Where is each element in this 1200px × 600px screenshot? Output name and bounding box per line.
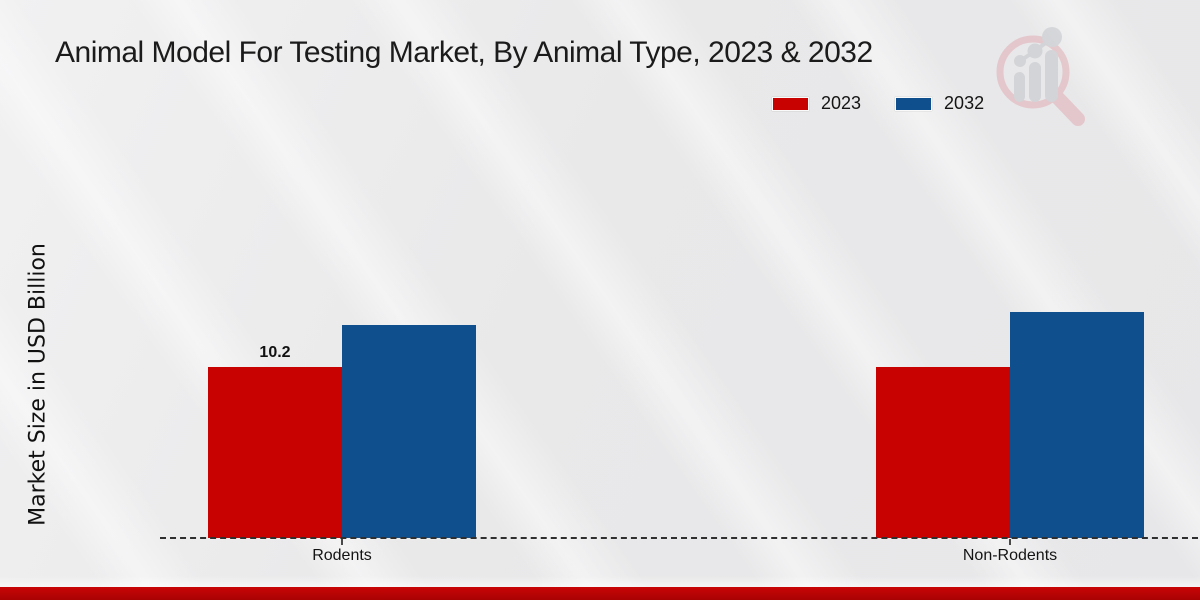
x-tick-label-non-rodents: Non-Rodents [962,547,1058,564]
bar-value-label: 10.2 [259,344,291,361]
legend-label-2032: 2032 [944,93,985,113]
legend-swatch-2032 [895,96,933,111]
legend-item-2023: 2023 [772,93,861,114]
magnifier-bar-chart-logo-icon [996,27,1085,126]
legend: 2023 2032 [772,93,984,114]
footer-glow [0,576,1200,587]
bar-2032-non-rodents [1010,312,1144,538]
x-axis-baseline [160,537,1198,539]
bar-2023-non-rodents [876,367,1010,538]
chart-title: Animal Model For Testing Market, By Anim… [55,36,873,69]
legend-item-2032: 2032 [895,93,984,114]
x-axis-tick [1009,539,1011,545]
bar-2032-rodents [342,325,476,538]
legend-swatch-2023 [772,96,809,111]
footer-accent-band [0,587,1200,600]
bar-2023-rodents [208,367,342,538]
x-tick-label-rodents: Rodents [312,547,372,564]
x-axis-tick [341,539,343,545]
y-axis-label: Market Size in USD Billion [25,243,51,526]
legend-label-2023: 2023 [821,93,862,113]
